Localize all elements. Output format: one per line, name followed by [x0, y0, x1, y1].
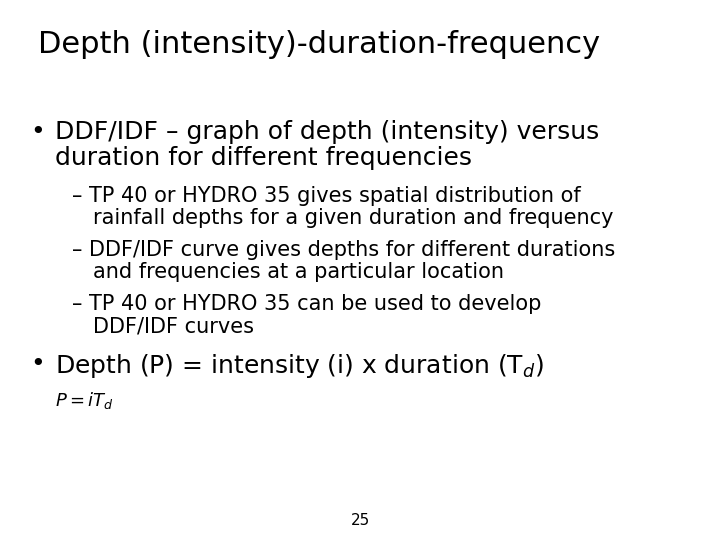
Text: and frequencies at a particular location: and frequencies at a particular location: [93, 262, 504, 282]
Text: $P = iT_d$: $P = iT_d$: [55, 390, 114, 411]
Text: duration for different frequencies: duration for different frequencies: [55, 146, 472, 170]
Text: DDF/IDF – graph of depth (intensity) versus: DDF/IDF – graph of depth (intensity) ver…: [55, 120, 599, 144]
Text: – DDF/IDF curve gives depths for different durations: – DDF/IDF curve gives depths for differe…: [72, 240, 616, 260]
Text: Depth (intensity)-duration-frequency: Depth (intensity)-duration-frequency: [38, 30, 600, 59]
Text: rainfall depths for a given duration and frequency: rainfall depths for a given duration and…: [93, 208, 613, 228]
Text: Depth (P) = intensity (i) x duration (T$_d$): Depth (P) = intensity (i) x duration (T$…: [55, 352, 544, 380]
Text: •: •: [30, 352, 45, 376]
Text: 25: 25: [351, 513, 369, 528]
Text: DDF/IDF curves: DDF/IDF curves: [93, 316, 254, 336]
Text: – TP 40 or HYDRO 35 can be used to develop: – TP 40 or HYDRO 35 can be used to devel…: [72, 294, 541, 314]
Text: •: •: [30, 120, 45, 144]
Text: – TP 40 or HYDRO 35 gives spatial distribution of: – TP 40 or HYDRO 35 gives spatial distri…: [72, 186, 581, 206]
